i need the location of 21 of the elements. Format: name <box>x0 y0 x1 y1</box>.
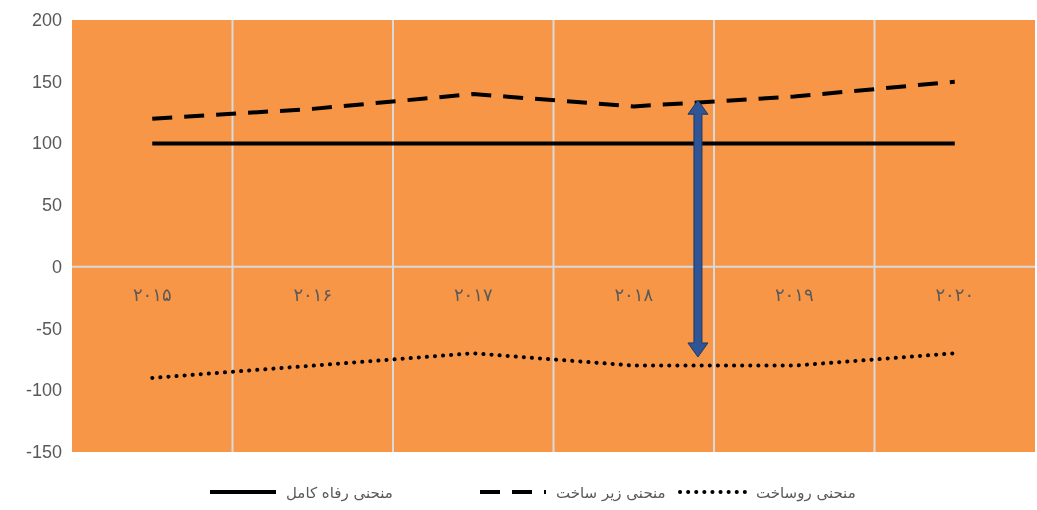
y-tick-label: 100 <box>31 133 62 154</box>
y-tick-label: -150 <box>25 442 62 462</box>
y-tick-label: -50 <box>35 318 62 339</box>
legend-item: منحنی روساخت <box>678 484 856 502</box>
x-tick-label: ۲۰۲۰ <box>935 283 975 305</box>
x-tick-label: ۲۰۱۷ <box>453 283 493 305</box>
x-tick-label: ۲۰۱۶ <box>293 283 333 305</box>
legend-label: منحنی زیر ساخت <box>556 484 666 502</box>
legend-item: منحنی رفاه کامل <box>210 484 393 502</box>
y-tick-label: 150 <box>31 71 62 92</box>
legend-item: منحنی زیر ساخت <box>480 484 666 502</box>
y-tick-label: 50 <box>41 195 62 216</box>
x-tick-label: ۲۰۱۸ <box>614 283 654 305</box>
line-series <box>150 79 957 121</box>
y-tick-label: 200 <box>31 10 62 30</box>
x-tick-label: ۲۰۱۵ <box>132 283 172 305</box>
legend-label: منحنی رفاه کامل <box>286 484 393 502</box>
y-tick-label: 0 <box>51 256 62 277</box>
legend-label: منحنی روساخت <box>756 484 856 502</box>
y-tick-label: -100 <box>25 380 62 401</box>
x-tick-label: ۲۰۱۹ <box>774 283 814 305</box>
